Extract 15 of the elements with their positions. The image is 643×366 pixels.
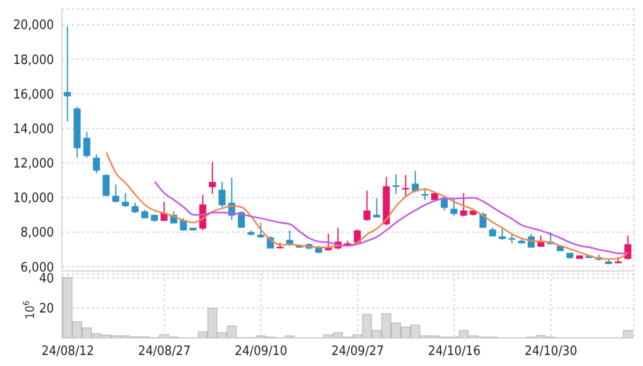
y-tick-label: 20: [39, 301, 54, 316]
x-tick-label: 24/08/12: [42, 344, 94, 360]
y-tick-label: 10,000: [13, 191, 54, 206]
y-tick-label: 18,000: [13, 52, 54, 68]
x-tick-label: 24/09/10: [234, 344, 288, 360]
y-tick-label: 12,000: [13, 156, 54, 172]
y-tick-label: 16,000: [13, 87, 54, 102]
y-tick-label: 14,000: [13, 122, 54, 137]
x-tick-label: 24/10/16: [428, 344, 481, 360]
y-tick-label: 8,000: [20, 226, 54, 241]
x-tick-label: 24/10/30: [524, 344, 578, 360]
y-tick-label: 40: [39, 271, 54, 286]
x-tick-label: 24/08/27: [138, 344, 191, 360]
x-tick-label: 24/09/27: [331, 344, 384, 360]
y-tick-label: 20,000: [13, 18, 54, 34]
